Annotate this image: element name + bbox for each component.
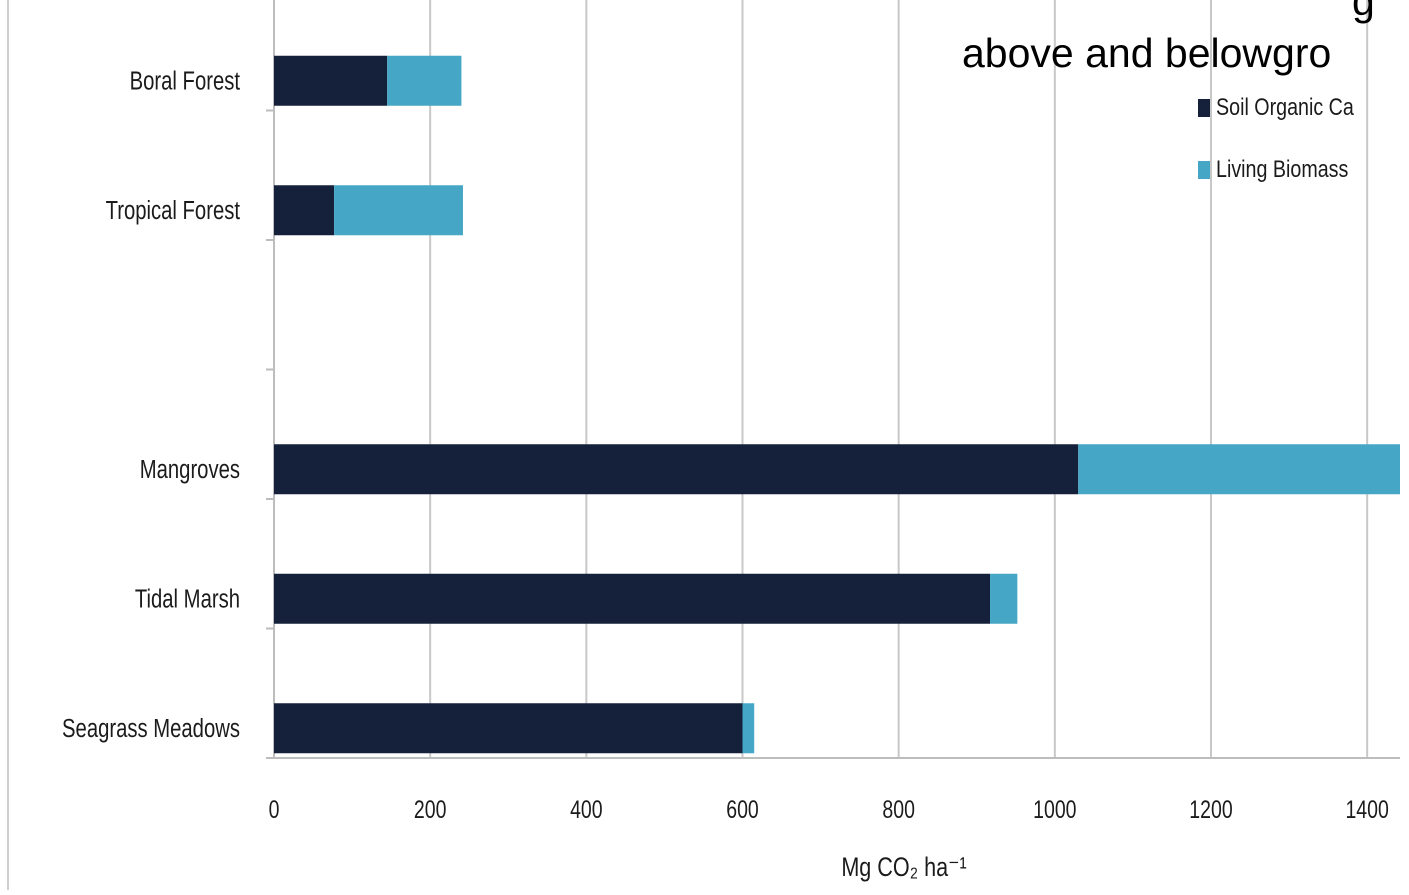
category-label-tidal-marsh: Tidal Marsh (135, 584, 240, 613)
category-label-mangroves: Mangroves (140, 455, 240, 484)
legend-swatch-biomass (1198, 161, 1210, 179)
x-tick-label-1000: 1000 (1033, 796, 1076, 824)
legend-item-biomass: Living Biomass (1198, 154, 1384, 186)
legend-swatch-soil (1198, 99, 1210, 117)
bar-tropical-forest-soil (274, 185, 335, 236)
x-tick-label-0: 0 (269, 796, 280, 824)
category-label-tropical-forest: Tropical Forest (106, 196, 241, 225)
x-axis-title: Mg CO₂ ha⁻¹ (841, 853, 966, 883)
bar-tidal-marsh-soil (274, 573, 991, 624)
bar-mangroves-soil (274, 444, 1079, 495)
category-label-boral-forest: Boral Forest (130, 66, 241, 95)
bar-mangroves-biomass (1078, 444, 1400, 495)
x-tick-label-800: 800 (882, 796, 915, 824)
x-tick-label-1400: 1400 (1345, 796, 1388, 824)
left-edge-rule (7, 0, 9, 890)
legend-item-soil: Soil Organic Ca (1198, 92, 1384, 124)
bar-tidal-marsh-biomass (990, 573, 1018, 624)
x-tick-label-200: 200 (414, 796, 447, 824)
legend-label-soil: Soil Organic Ca (1216, 94, 1354, 121)
overlay-heading: above and belowgro (962, 30, 1332, 76)
bar-boral-forest-biomass (387, 55, 462, 106)
bar-seagrass-meadows-biomass (742, 703, 755, 754)
category-label-seagrass-meadows: Seagrass Meadows (62, 714, 240, 743)
bar-seagrass-meadows-soil (274, 703, 743, 754)
chart-legend: Soil Organic Ca Living Biomass (1198, 92, 1384, 216)
x-tick-label-600: 600 (726, 796, 759, 824)
x-tick-label-1200: 1200 (1189, 796, 1232, 824)
x-tick-label-400: 400 (570, 796, 603, 824)
bar-boral-forest-soil (274, 55, 388, 106)
overlay-heading-fragment: g (1352, 0, 1375, 24)
legend-label-biomass: Living Biomass (1216, 156, 1349, 183)
bar-tropical-forest-biomass (334, 185, 463, 236)
